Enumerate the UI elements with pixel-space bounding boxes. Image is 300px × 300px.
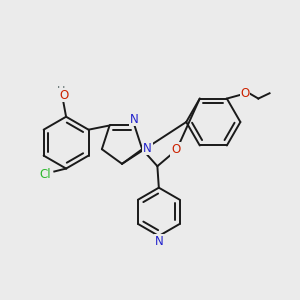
Text: N: N bbox=[154, 235, 163, 248]
Text: O: O bbox=[59, 89, 68, 102]
Text: H: H bbox=[57, 86, 65, 96]
Text: N: N bbox=[143, 142, 152, 154]
Text: O: O bbox=[241, 87, 250, 100]
Text: O: O bbox=[171, 143, 180, 156]
Text: Cl: Cl bbox=[40, 168, 51, 181]
Text: N: N bbox=[130, 112, 139, 125]
